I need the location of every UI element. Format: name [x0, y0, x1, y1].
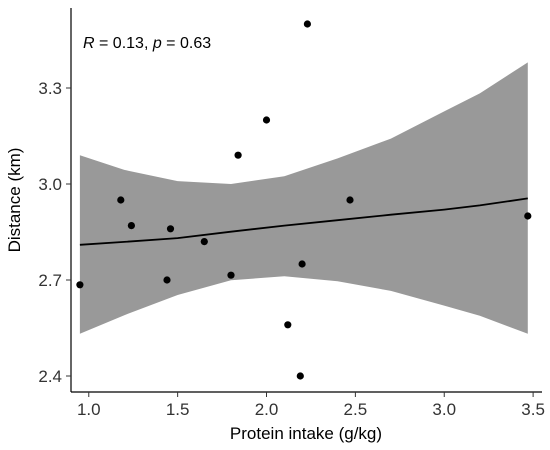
- data-point: [127, 222, 135, 230]
- data-point: [296, 372, 304, 380]
- r-value: = 0.13,: [95, 35, 153, 52]
- data-point: [524, 212, 532, 220]
- data-point: [346, 196, 354, 204]
- data-point: [262, 116, 271, 124]
- x-tick-label: 2.5: [344, 400, 368, 419]
- confidence-band: [79, 62, 528, 334]
- y-ticks: 2.4 2.7 3.0 3.3: [38, 79, 71, 386]
- y-tick-label: 2.4: [38, 367, 62, 386]
- data-point: [166, 225, 175, 233]
- data-point: [234, 151, 242, 159]
- y-tick-label: 3.3: [38, 79, 62, 98]
- regression-line-layer: [79, 197, 528, 246]
- stat-annotation: R = 0.13, p = 0.63: [83, 35, 211, 52]
- x-tick-label: 3.5: [521, 400, 545, 419]
- data-point: [200, 238, 208, 246]
- y-axis-title: Distance (km): [5, 148, 24, 253]
- regression-line: [79, 197, 528, 246]
- data-point: [284, 321, 292, 329]
- x-ticks: 1.0 1.5 2.0 2.5 3.0 3.5: [77, 392, 545, 419]
- y-tick-label: 2.7: [38, 271, 62, 290]
- data-points-layer: [76, 20, 532, 380]
- confidence-band-layer: [79, 62, 528, 334]
- p-label: p: [152, 35, 162, 52]
- data-point: [76, 281, 84, 289]
- data-point: [227, 271, 235, 279]
- data-point: [163, 276, 171, 284]
- data-point: [298, 260, 306, 268]
- y-tick-label: 3.0: [38, 175, 62, 194]
- x-tick-label: 1.5: [166, 400, 190, 419]
- data-point: [303, 20, 311, 28]
- x-tick-label: 1.0: [77, 400, 101, 419]
- data-point: [117, 196, 125, 204]
- x-axis-title: Protein intake (g/kg): [230, 424, 382, 443]
- axes: [70, 8, 542, 393]
- x-tick-label: 3.0: [432, 400, 456, 419]
- p-value: = 0.63: [162, 35, 211, 52]
- r-label: R: [83, 35, 95, 52]
- x-tick-label: 2.0: [255, 400, 279, 419]
